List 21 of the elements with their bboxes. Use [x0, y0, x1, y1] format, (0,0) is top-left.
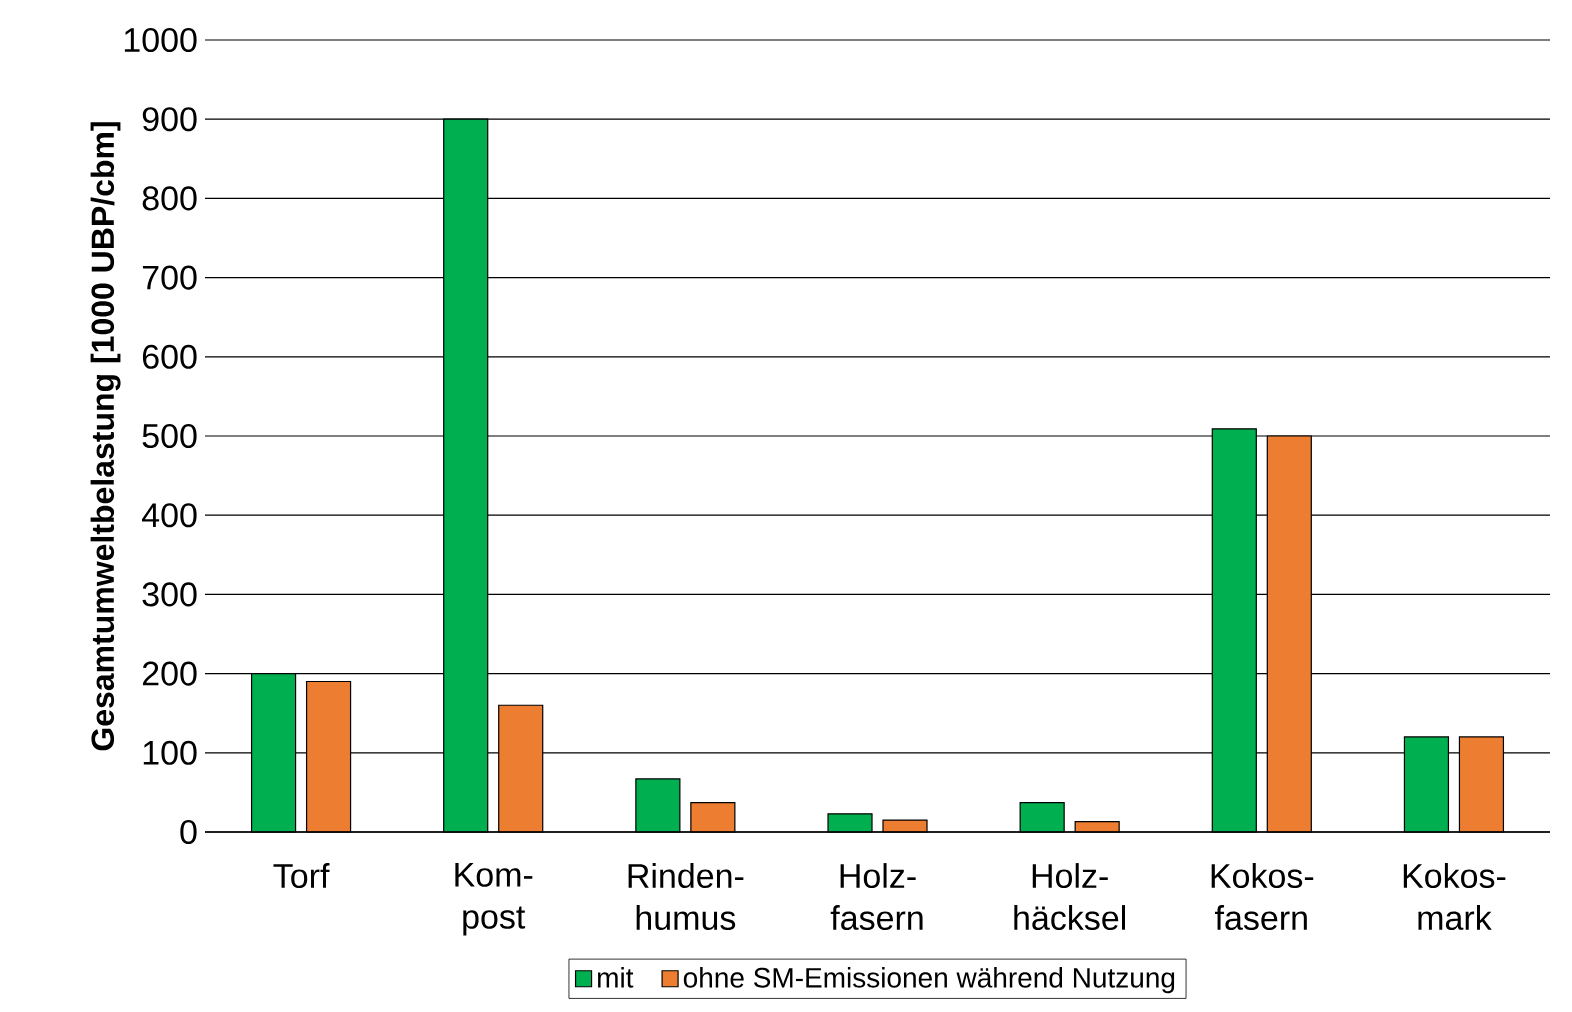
- x-tick-label: Holz- häcksel: [1014, 863, 1125, 931]
- y-tick-label: 600: [142, 344, 197, 369]
- y-axis-title: Gesamtumweltbelastung [1000 UBP/cbm]: [90, 122, 121, 751]
- y-tick-label: 1000: [124, 27, 197, 53]
- x-tick-label: Holz- fasern: [830, 863, 923, 931]
- y-tick-label: 500: [142, 423, 197, 449]
- x-tick-label: Rinden- humus: [628, 863, 744, 931]
- x-tick-label: Kokos- fasern: [1211, 863, 1314, 931]
- x-tick-label: Torf: [273, 863, 330, 889]
- legend-label: ohne SM-Emissionen während Nutzung: [683, 967, 1175, 994]
- legend-label: mit: [598, 967, 634, 988]
- x-tick-label: Kom- post: [455, 863, 533, 936]
- y-tick-label: 400: [141, 503, 197, 528]
- y-tick-label: 300: [142, 582, 197, 607]
- y-tick-label: 0: [180, 819, 197, 845]
- y-tick-label: 700: [142, 265, 197, 290]
- y-tick-label: 100: [143, 740, 197, 765]
- y-tick-label: 900: [142, 107, 197, 132]
- y-tick-label: 200: [142, 661, 197, 686]
- y-tick-label: 800: [142, 186, 197, 211]
- x-tick-label: Kokos- mark: [1403, 863, 1506, 931]
